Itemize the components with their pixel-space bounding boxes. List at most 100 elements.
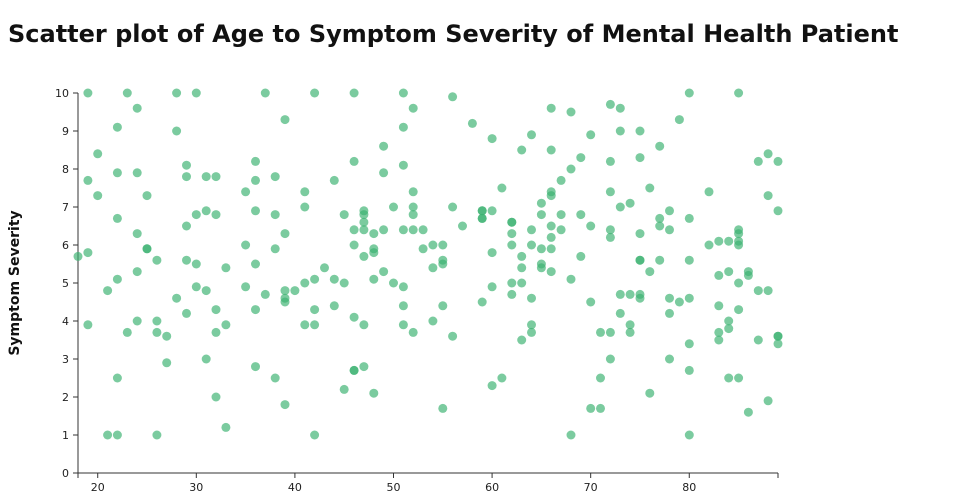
scatter-point [684,365,694,375]
scatter-point [576,153,586,163]
scatter-point [251,156,260,166]
scatter-point [191,210,201,220]
scatter-point [753,286,763,296]
scatter-point [605,156,615,166]
scatter-point [448,331,458,341]
scatter-point [310,320,320,330]
scatter-point [241,282,251,292]
scatter-point [260,88,270,98]
scatter-point [576,251,586,261]
scatter-point [684,213,694,223]
scatter-point [369,274,379,284]
y-tick-label: 4 [62,315,69,328]
scatter-point [773,206,783,216]
scatter-point [714,270,724,280]
x-tick-label: 30 [189,481,203,494]
scatter-point [704,240,714,250]
scatter-point [536,198,546,208]
scatter-point [763,396,773,406]
scatter-point [517,335,527,345]
scatter-point [605,187,615,197]
scatter-point [290,286,300,296]
scatter-point [132,168,142,178]
scatter-point [743,270,753,280]
scatter-point [536,263,546,273]
scatter-point [320,263,329,273]
scatter-point [517,145,527,155]
scatter-point [310,305,320,315]
chart-title: Scatter plot of Age to Symptom Severity … [8,20,899,48]
scatter-point [221,422,231,432]
scatter-point [201,286,211,296]
scatter-point [605,99,615,109]
scatter-point [122,327,132,337]
scatter-point [221,263,231,273]
y-tick-label: 0 [62,467,69,480]
scatter-point [152,327,162,337]
scatter-point [251,305,260,315]
scatter-point [241,240,251,250]
scatter-point [458,221,467,231]
scatter-point [122,88,132,98]
scatter-point [359,217,369,227]
y-tick-label: 6 [62,239,69,252]
scatter-point [527,240,536,250]
scatter-point [507,229,517,239]
scatter-point [408,202,418,212]
scatter-point [103,286,113,296]
scatter-point [260,289,270,299]
scatter-point [339,278,349,288]
scatter-point [93,191,103,201]
scatter-point [191,282,201,292]
scatter-point [714,236,724,246]
scatter-point [359,320,369,330]
scatter-point [536,244,546,254]
scatter-point [586,221,596,231]
scatter-point [280,400,290,410]
scatter-point [586,403,596,413]
scatter-point [172,293,182,303]
scatter-point [349,88,359,98]
scatter-point [418,244,428,254]
scatter-point [665,206,674,216]
scatter-point [162,358,172,368]
scatter-point [359,251,369,261]
scatter-point [369,229,379,239]
scatter-point [251,206,260,216]
x-tick-label: 60 [485,481,499,494]
scatter-point [497,183,507,193]
scatter-point [93,149,103,159]
scatter-point [398,320,408,330]
y-axis: 0 1 2 3 4 5 6 7 8 9 10 [55,87,79,480]
scatter-point [546,191,556,201]
scatter-point [438,259,448,269]
scatter-point [300,187,310,197]
scatter-point [280,115,290,125]
scatter-point [418,225,428,235]
scatter-point [389,202,398,212]
scatter-point [487,248,497,258]
scatter-point [300,278,310,288]
scatter-point [556,210,566,220]
scatter-point [487,282,497,292]
scatter-point [349,156,359,166]
scatter-point [132,229,142,239]
scatter-point [83,320,93,330]
x-tick-label: 70 [584,481,598,494]
scatter-point [665,293,674,303]
scatter-point [724,324,734,334]
scatter-point [596,373,605,383]
scatter-point [398,160,408,170]
scatter-point [635,229,645,239]
scatter-point [645,388,655,398]
scatter-point [379,225,389,235]
scatter-point [625,327,635,337]
scatter-point [241,187,251,197]
scatter-point [665,354,674,364]
scatter-point [221,320,231,330]
scatter-point [152,255,162,265]
scatter-point [684,339,694,349]
scatter-point [615,308,625,318]
scatter-point [339,384,349,394]
x-tick-label: 50 [386,481,400,494]
